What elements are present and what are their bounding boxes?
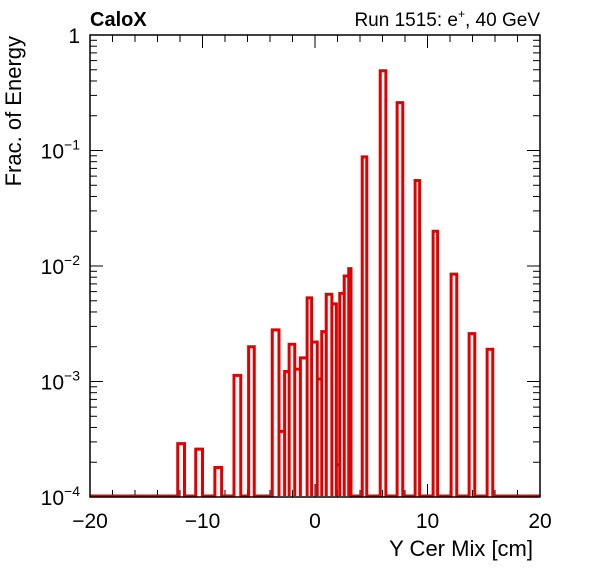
y-tick-exponent: −2 (64, 252, 80, 268)
x-tick-labels: −20 −10 0 10 20 (72, 510, 551, 533)
x-tick-label: 10 (416, 510, 439, 533)
run-info: Run 1515: e+, 40 GeV (354, 7, 540, 31)
run-info-prefix: Run 1515: e (354, 10, 458, 31)
y-tick-label: 10−2 (41, 252, 81, 279)
run-info-sup: + (458, 7, 465, 21)
y-tick-exponent: −1 (64, 137, 80, 153)
y-tick-exponent: −3 (64, 368, 80, 384)
y-tick-label: 10−1 (41, 137, 81, 164)
y-tick-label: 1 (68, 25, 80, 48)
x-tick-label: 20 (528, 510, 551, 533)
y-tick-labels: 110−110−210−310−4 (41, 25, 81, 510)
plot-frame (89, 34, 541, 498)
histogram-line (90, 69, 540, 498)
y-axis-label: Frac. of Energy (1, 36, 26, 186)
axis-ticks (89, 34, 541, 498)
y-tick-base: 10 (41, 487, 64, 510)
y-tick-label: 10−4 (41, 483, 81, 510)
x-axis-label: Y Cer Mix [cm] (389, 536, 533, 561)
x-tick-label: −20 (72, 510, 108, 533)
y-tick-base: 1 (68, 25, 80, 48)
experiment-label: CaloX (90, 9, 147, 31)
y-tick-label: 10−3 (41, 368, 81, 395)
x-tick-label: 0 (309, 510, 321, 533)
x-tick-label: −10 (185, 510, 221, 533)
y-tick-base: 10 (41, 256, 64, 279)
y-tick-exponent: −4 (64, 483, 80, 499)
y-tick-base: 10 (41, 372, 64, 395)
run-info-suffix: , 40 GeV (465, 10, 540, 31)
y-tick-base: 10 (41, 141, 64, 164)
